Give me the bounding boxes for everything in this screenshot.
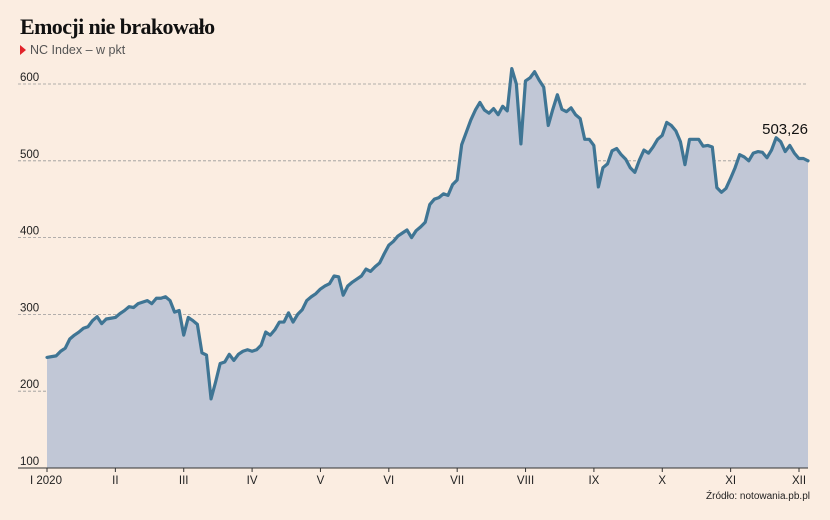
- x-tick-label: II: [112, 475, 118, 487]
- series-area: [47, 68, 808, 468]
- last-value-label: 503,26: [762, 121, 808, 138]
- subtitle-text: NC Index – w pkt: [30, 43, 126, 57]
- x-tick-label: X: [658, 475, 666, 487]
- x-tick-label: IV: [247, 475, 258, 487]
- x-tick-label: XI: [725, 475, 736, 487]
- y-tick-label: 500: [20, 149, 39, 161]
- y-axis-ticks: 100 200 300 400 500 600: [20, 72, 39, 468]
- y-tick-label: 100: [20, 456, 39, 468]
- x-tick-label: III: [179, 475, 189, 487]
- y-tick-label: 200: [20, 379, 39, 391]
- x-tick-label: VI: [383, 475, 394, 487]
- series-line: [45, 67, 810, 401]
- x-tick-label: XII: [792, 475, 806, 487]
- x-tick-label: VII: [450, 475, 464, 487]
- x-axis-ticks: I 2020 II III IV V VI VII VIII IX X XI XII: [30, 468, 806, 487]
- y-tick-label: 600: [20, 72, 39, 84]
- x-tick-label: IX: [588, 475, 599, 487]
- y-tick-label: 400: [20, 226, 39, 238]
- chart-subtitle: NC Index – w pkt: [20, 43, 125, 57]
- y-tick-label: 300: [20, 302, 39, 314]
- source-note: Źródło: notowania.pb.pl: [706, 491, 810, 502]
- red-triangle-icon: [20, 45, 26, 55]
- x-tick-label: I 2020: [30, 475, 62, 487]
- x-tick-label: V: [317, 475, 325, 487]
- chart-title: Emocji nie brakowało: [20, 14, 215, 39]
- x-tick-label: VIII: [517, 475, 534, 487]
